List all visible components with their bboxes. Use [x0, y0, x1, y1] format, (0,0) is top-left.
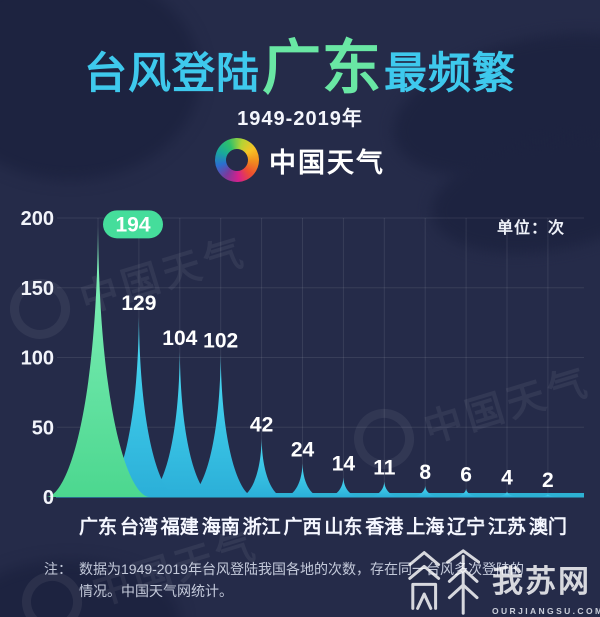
value-label: 129 [121, 292, 156, 315]
peak-海南 [186, 354, 255, 497]
value-label: 4 [501, 466, 513, 489]
value-label: 24 [291, 439, 315, 462]
y-tick-label: 200 [21, 208, 54, 230]
title-part1: 台风登陆 [83, 50, 260, 98]
peak-福建 [145, 351, 215, 497]
category-label: 辽宁 [447, 515, 485, 538]
peak-台湾 [99, 317, 179, 497]
peak-广东 [46, 226, 150, 497]
value-label: 14 [332, 452, 356, 475]
footnote-line: 情况。中国天气网统计。 [79, 583, 233, 599]
brand-name: 中国天气 [269, 147, 385, 178]
value-label: 102 [203, 330, 238, 353]
category-label: 山东 [324, 515, 362, 538]
category-label: 福建 [160, 515, 199, 538]
category-label: 澳门 [529, 515, 567, 538]
value-label: 194 [115, 213, 150, 236]
footnote-line: 数据为1949-2019年台风登陆我国各地的次数，存在同一台风多次登陆的 [79, 561, 524, 577]
peak-广西 [283, 463, 322, 497]
category-label: 广西 [283, 515, 321, 538]
peak-辽宁 [450, 488, 482, 497]
title-highlight: 广东 [261, 35, 382, 101]
value-label: 6 [460, 464, 472, 487]
y-tick-label: 150 [21, 278, 54, 300]
y-tick-label: 100 [21, 348, 54, 370]
value-label: 2 [542, 469, 554, 492]
unit-label: 单位：次 [496, 220, 565, 237]
peak-江苏 [492, 491, 522, 497]
peak-香港 [368, 481, 401, 497]
peak-上海 [409, 485, 441, 497]
category-label: 浙江 [243, 515, 281, 538]
value-label: 8 [419, 461, 431, 484]
highlight-value-badge [103, 210, 163, 239]
category-label: 江苏 [488, 515, 526, 538]
peak-浙江 [239, 438, 284, 497]
category-label: 香港 [364, 516, 404, 538]
category-label: 台湾 [120, 515, 158, 538]
footnote: 注： 数据为1949-2019年台风登陆我国各地的次数，存在同一台风多次登陆的 … [44, 558, 524, 602]
x-axis-line [56, 493, 584, 498]
title-part2: 最频繁 [384, 50, 516, 98]
value-label: 42 [250, 413, 273, 436]
footnote-label: 注： [44, 561, 72, 577]
peak-澳门 [533, 494, 563, 497]
page-title: 台风登陆 广东 最频繁 [0, 20, 600, 105]
category-label: 海南 [202, 515, 240, 538]
value-label: 11 [373, 457, 396, 480]
date-range-subtitle: 1949-2019年 [237, 108, 363, 130]
category-label: 广东 [79, 515, 117, 538]
footnote-text: 数据为1949-2019年台风登陆我国各地的次数，存在同一台风多次登陆的 情况。… [79, 558, 524, 602]
brand-logo: 中国天气 [0, 130, 600, 190]
y-tick-label: 50 [32, 417, 54, 439]
category-label: 上海 [406, 515, 444, 538]
y-tick-label: 0 [43, 487, 54, 509]
value-label: 104 [162, 327, 197, 350]
peak-山东 [326, 477, 361, 497]
